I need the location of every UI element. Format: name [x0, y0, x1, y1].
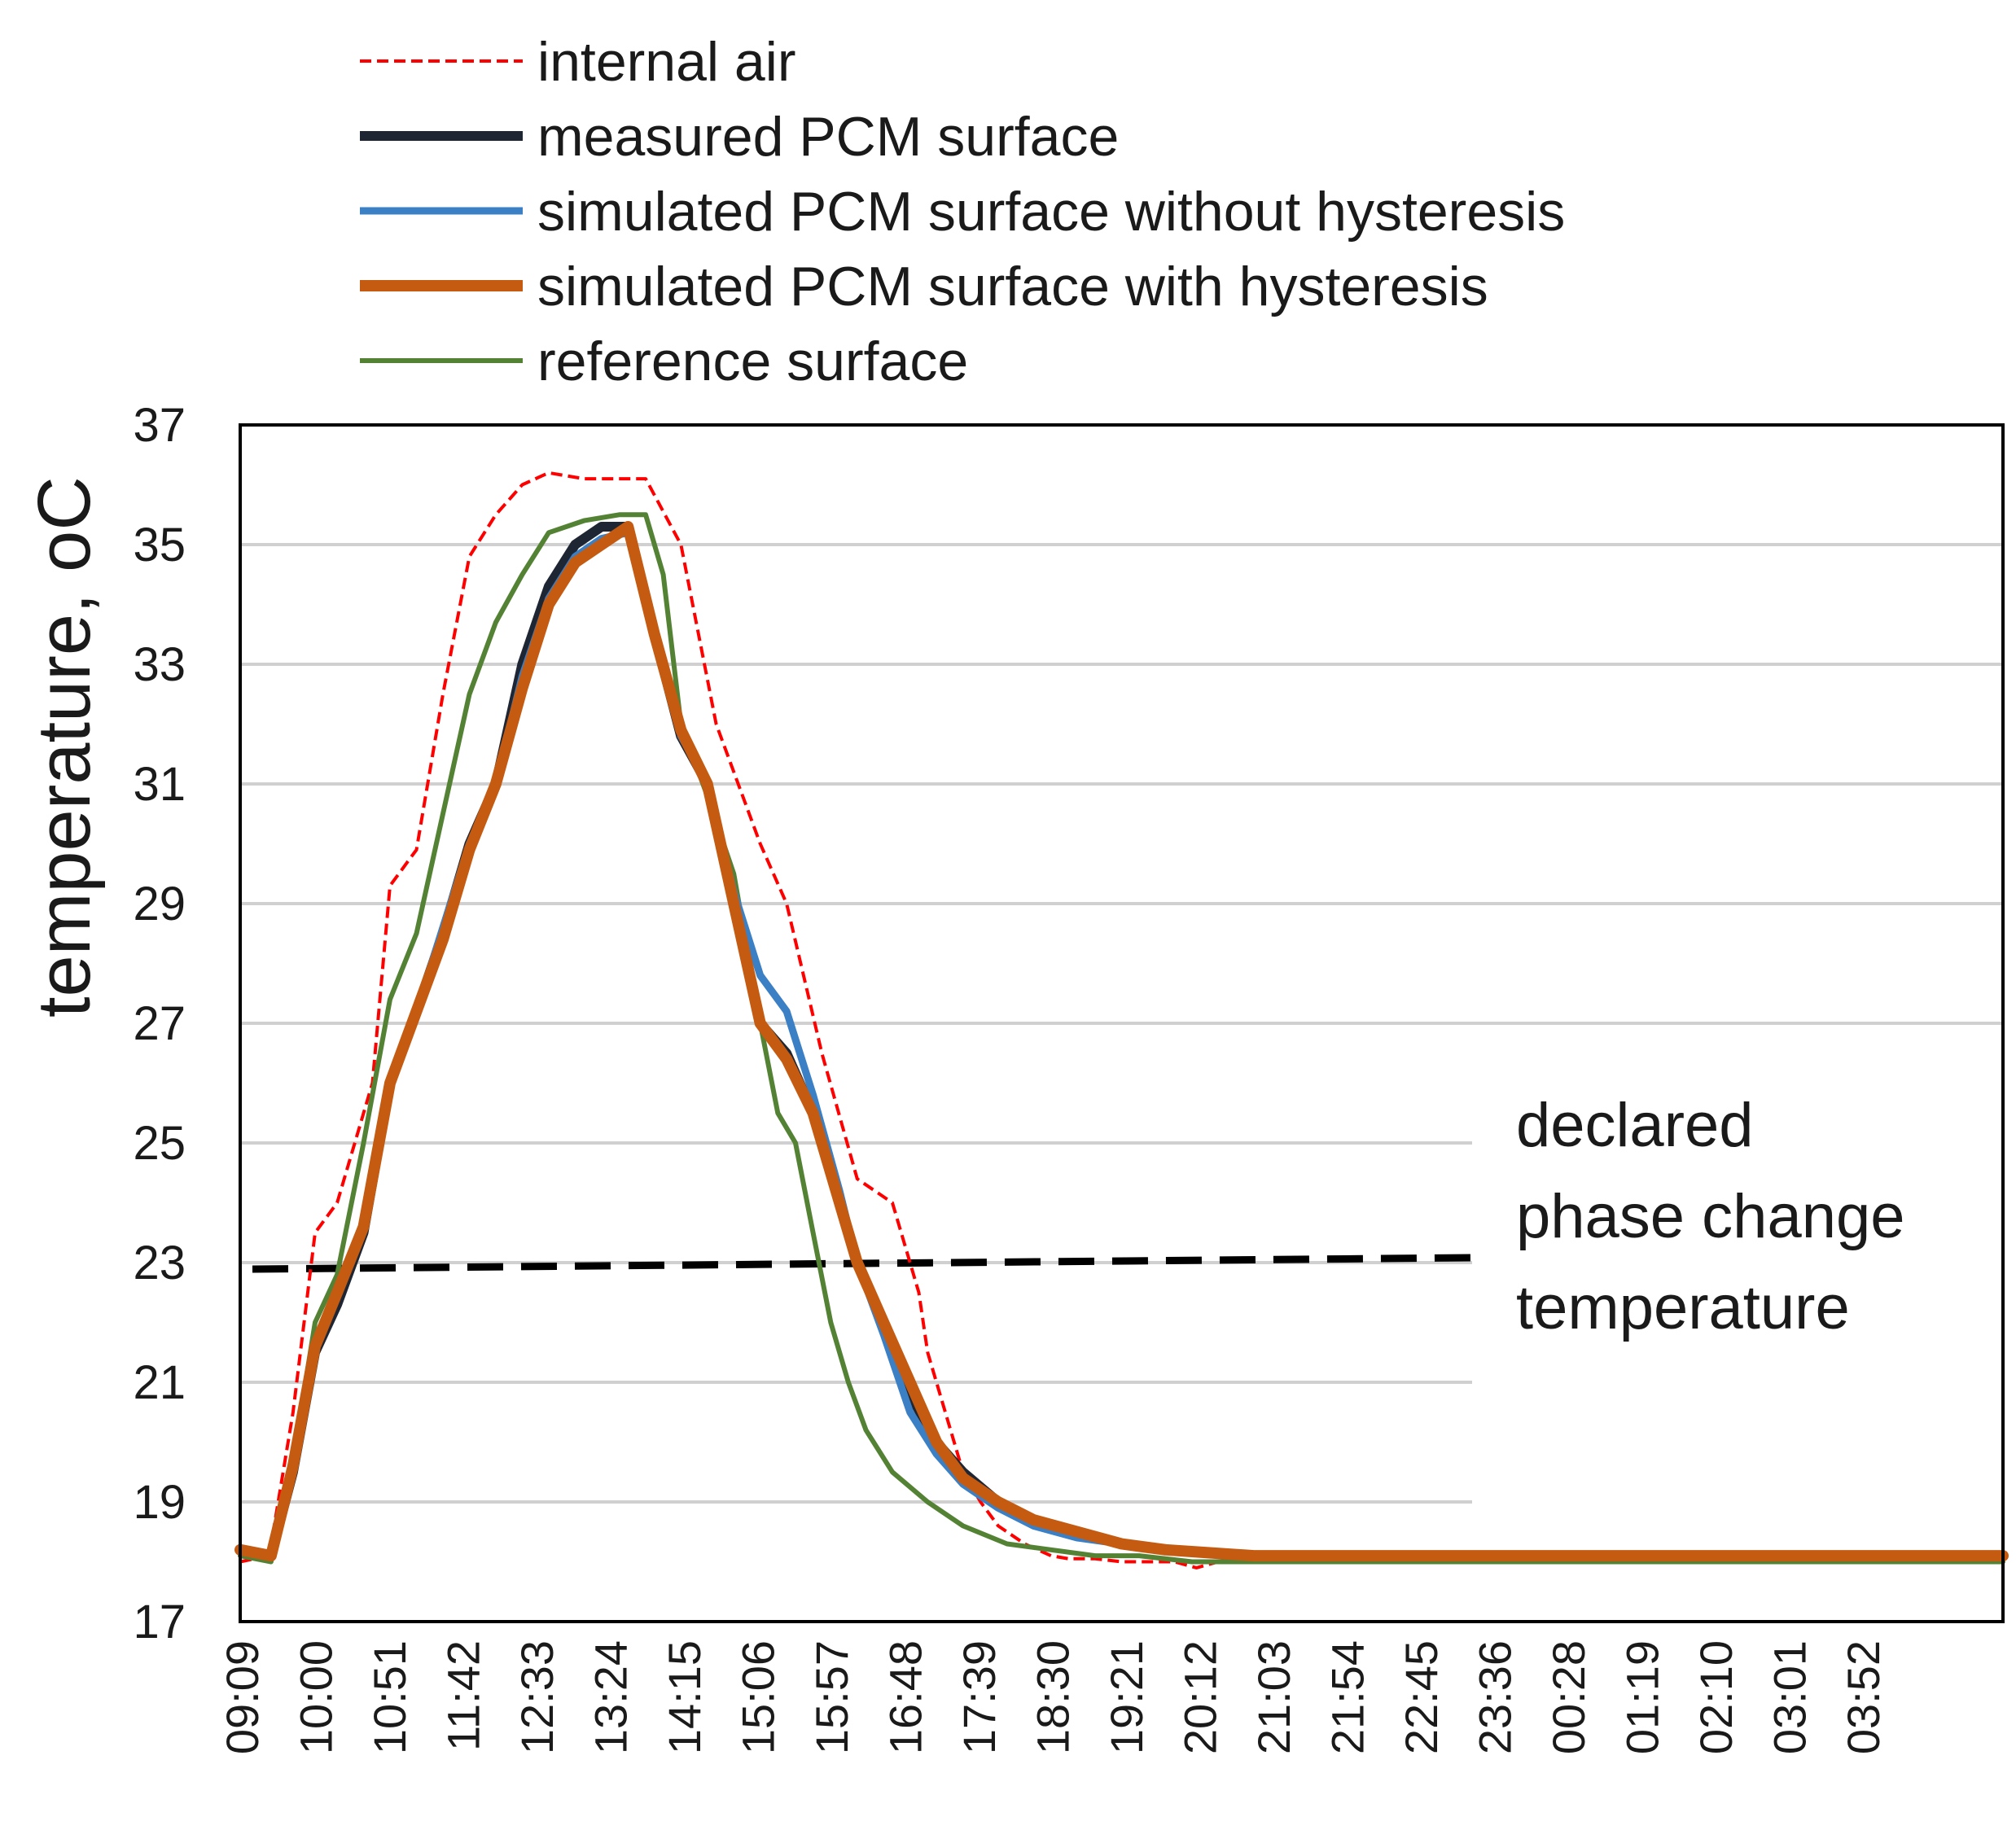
- y-tick-label: 19: [133, 1476, 186, 1529]
- y-axis-title-main: temperature,: [23, 572, 106, 1018]
- series-line-4: [238, 512, 2005, 1565]
- x-tick-label: 02:10: [1690, 1640, 1742, 1754]
- y-tick-label: 35: [133, 519, 186, 571]
- x-tick-label: 00:28: [1543, 1640, 1594, 1754]
- x-tick-label: 19:21: [1101, 1640, 1152, 1754]
- x-tick-label: 09:09: [217, 1640, 268, 1754]
- series-group: [234, 471, 2009, 1570]
- x-tick-label: 18:30: [1028, 1640, 1079, 1754]
- series-line-3: [234, 521, 2009, 1562]
- y-tick-label: 27: [133, 997, 186, 1050]
- x-tick-label: 12:33: [511, 1640, 563, 1754]
- legend: internal air measured PCM surface simulate…: [360, 31, 1565, 392]
- annotation-line: temperature: [1516, 1273, 1850, 1342]
- y-tick-label: 23: [133, 1237, 186, 1289]
- legend-label: internal air: [537, 31, 796, 93]
- legend-label: simulated PCM surface with hysteresis: [537, 256, 1488, 317]
- y-tick-label: 31: [133, 758, 186, 811]
- reference-line-annotation: declared phase change temperature: [1516, 1091, 1905, 1342]
- x-tick-label: 21:54: [1322, 1640, 1374, 1754]
- x-tick-label: 10:51: [364, 1640, 415, 1754]
- y-axis-title-text: temperature, oC: [23, 476, 106, 1018]
- x-tick-label: 22:45: [1396, 1640, 1447, 1754]
- y-axis-title-unit: oC: [23, 476, 106, 572]
- legend-label: reference surface: [537, 331, 968, 392]
- x-tick-label: 03:01: [1764, 1640, 1816, 1754]
- x-tick-label: 23:36: [1470, 1640, 1521, 1754]
- y-tick-label: 17: [133, 1596, 186, 1648]
- x-tick-label: 10:00: [291, 1640, 342, 1754]
- x-tick-label: 13:24: [585, 1640, 637, 1754]
- y-tick-label: 25: [133, 1117, 186, 1170]
- legend-label: measured PCM surface: [537, 106, 1119, 168]
- x-tick-label: 01:19: [1617, 1640, 1668, 1754]
- y-tick-label: 21: [133, 1356, 186, 1409]
- y-tick-label: 29: [133, 878, 186, 930]
- series-line-2: [236, 528, 2007, 1560]
- y-tick-label: 37: [133, 399, 186, 452]
- x-tick-label: 16:48: [880, 1640, 931, 1754]
- x-tick-label: 21:03: [1248, 1640, 1299, 1754]
- x-tick-label: 15:57: [806, 1640, 857, 1754]
- y-axis-title: temperature, oC: [23, 476, 106, 1018]
- annotation-line: declared: [1516, 1091, 1754, 1160]
- series-line-1: [235, 522, 2008, 1561]
- legend-label: simulated PCM surface without hysteresis: [537, 181, 1565, 243]
- x-axis: 09:09 10:00 10:51 11:42 12:33 13:24 14:15 15:06…: [217, 1640, 1889, 1754]
- x-tick-label: 17:39: [953, 1640, 1005, 1754]
- x-tick-label: 15:06: [733, 1640, 784, 1754]
- series-line-0: [239, 471, 2003, 1570]
- y-axis: 17 19 21 23 25 27 29 31 33 35 37: [133, 399, 186, 1648]
- x-tick-label: 20:12: [1175, 1640, 1226, 1754]
- y-tick-label: 33: [133, 638, 186, 691]
- annotation-line: phase change: [1516, 1182, 1905, 1251]
- plot-area-border: [239, 423, 2005, 1623]
- x-tick-label: 14:15: [659, 1640, 710, 1754]
- x-tick-label: 03:52: [1838, 1640, 1889, 1754]
- x-tick-label: 11:42: [438, 1640, 489, 1751]
- gridlines: [240, 543, 2003, 1504]
